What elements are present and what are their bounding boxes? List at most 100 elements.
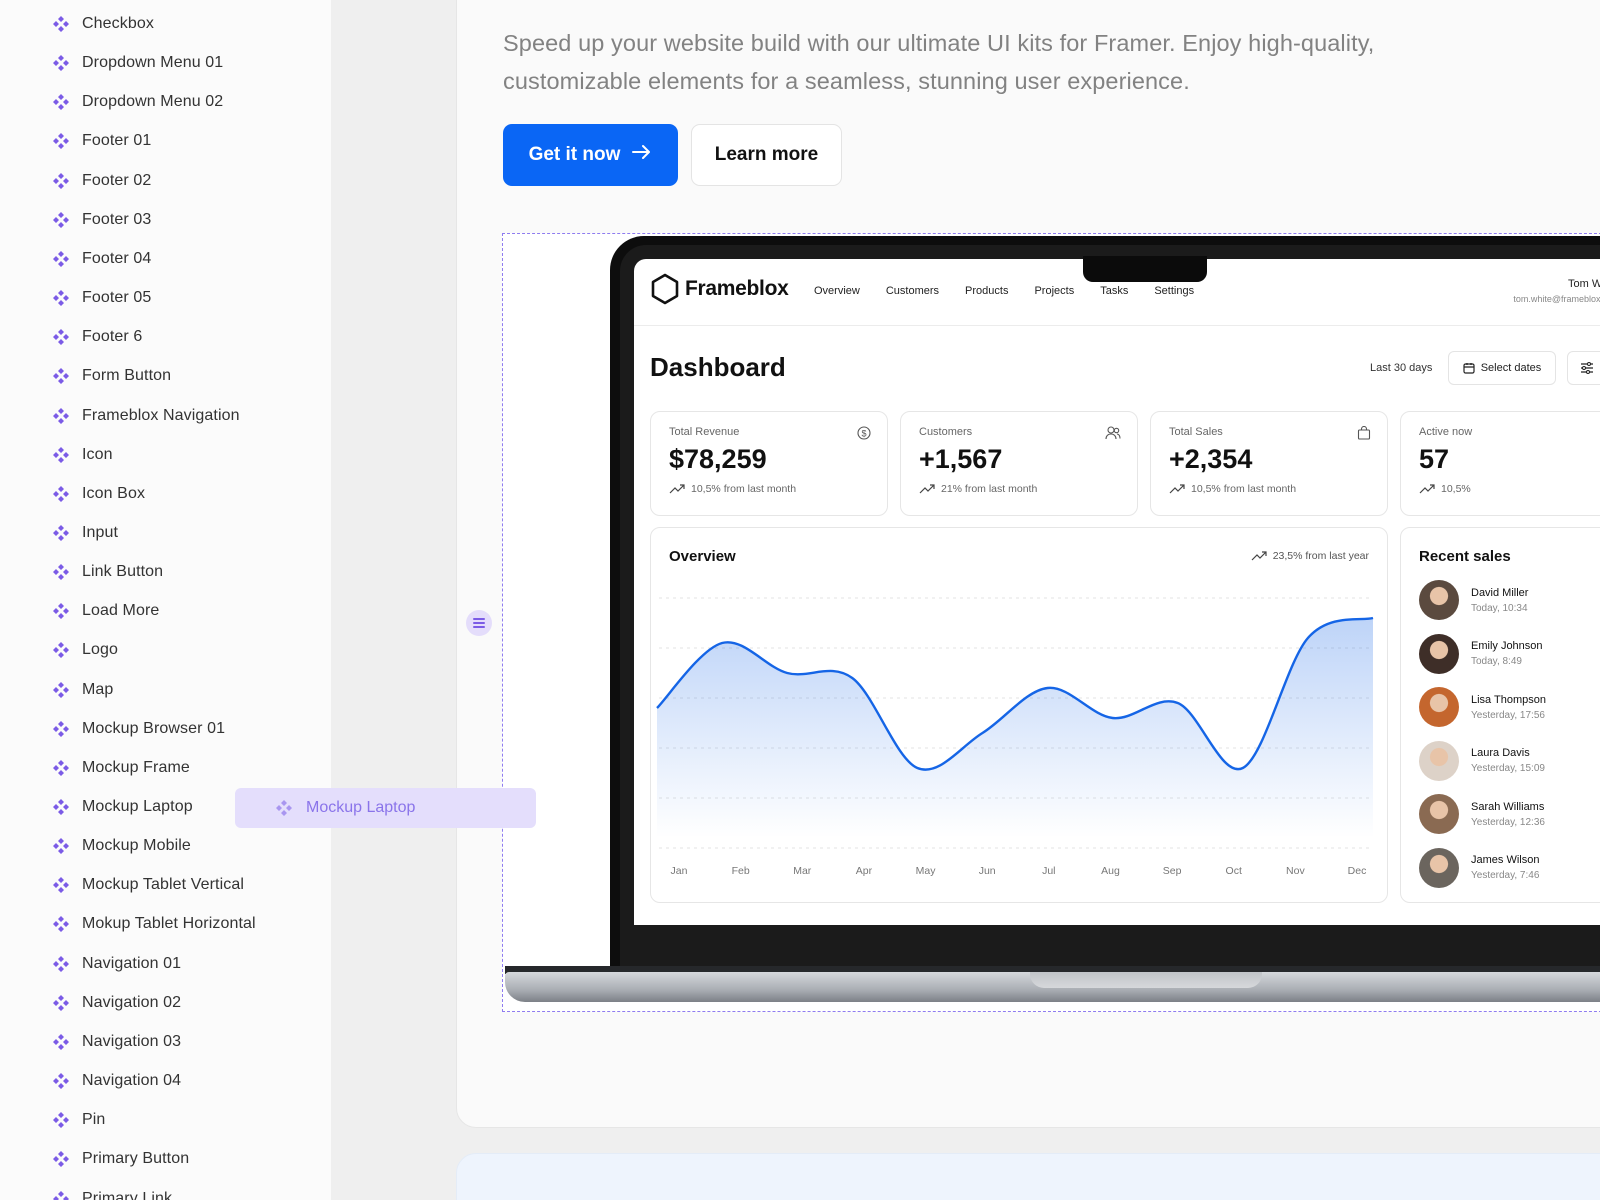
component-diamond-icon xyxy=(53,916,69,933)
sidebar-item[interactable]: Mockup Frame xyxy=(52,753,190,783)
nav-settings[interactable]: Settings xyxy=(1154,285,1195,297)
filter-button[interactable] xyxy=(1567,351,1600,385)
page-title: Dashboard xyxy=(650,352,786,382)
sidebar-item[interactable]: Footer 02 xyxy=(52,166,151,196)
sidebar-item[interactable]: Primary Link xyxy=(52,1184,172,1200)
stat-change-text: 10,5% from last month xyxy=(691,483,797,495)
sidebar-item-label: Navigation 03 xyxy=(82,1032,182,1050)
sale-customer-name: Sarah Williams xyxy=(1471,800,1545,813)
sidebar-item-label: Navigation 04 xyxy=(82,1072,182,1090)
user-info[interactable]: Tom White tom.white@frameblox.com xyxy=(1513,278,1600,304)
learn-more-button[interactable]: Learn more xyxy=(691,124,842,186)
sale-time: Yesterday, 15:09 xyxy=(1471,763,1545,774)
calendar-icon xyxy=(1463,363,1475,374)
sidebar-item[interactable]: Mockup Browser 01 xyxy=(52,714,225,744)
get-it-now-button[interactable]: Get it now xyxy=(503,124,678,186)
sidebar-item[interactable]: Footer 05 xyxy=(52,283,151,313)
data-point-jun xyxy=(980,731,984,735)
sidebar-item-label: Mockup Frame xyxy=(82,758,190,776)
data-point-apr xyxy=(850,676,854,680)
sidebar-item-label: Dropdown Menu 01 xyxy=(82,54,224,72)
sidebar-item[interactable]: Map xyxy=(52,675,113,705)
sidebar-item-label: Navigation 02 xyxy=(82,993,182,1011)
sidebar-item[interactable]: Navigation 02 xyxy=(52,988,181,1018)
stat-label: Total Sales xyxy=(1169,426,1223,438)
sidebar-item[interactable]: Navigation 03 xyxy=(52,1027,181,1057)
sidebar-item[interactable]: Frameblox Navigation xyxy=(52,401,240,431)
trend-up-icon xyxy=(1169,484,1185,494)
nav-projects[interactable]: Projects xyxy=(1034,285,1075,297)
sale-customer-name: David Miller xyxy=(1471,586,1529,599)
sidebar-item[interactable]: Mockup Mobile xyxy=(52,831,191,861)
sidebar-item[interactable]: Mokup Tablet Horizontal xyxy=(52,909,256,939)
sidebar-item[interactable]: Icon xyxy=(52,440,113,470)
x-tick-label: May xyxy=(916,865,937,877)
sidebar-item[interactable]: Footer 6 xyxy=(52,322,142,352)
sale-time: Today, 10:34 xyxy=(1471,602,1528,614)
stat-change-text: 10,5% xyxy=(1441,483,1471,495)
sidebar-item[interactable]: Link Button xyxy=(52,557,163,587)
sidebar-item-label: Checkbox xyxy=(82,15,154,32)
sidebar-item-label: Navigation 01 xyxy=(82,954,182,972)
sale-customer-name: Laura Davis xyxy=(1471,747,1530,759)
sidebar-item[interactable]: Footer 01 xyxy=(52,126,151,156)
drag-ghost-mockup-laptop[interactable]: Mockup Laptop xyxy=(235,788,536,828)
sidebar-item[interactable]: Form Button xyxy=(52,361,171,391)
sidebar-item[interactable]: Logo xyxy=(52,635,118,665)
sidebar-item-label: Mockup Laptop xyxy=(82,798,193,815)
trend-up-icon xyxy=(669,484,685,494)
data-point-nov xyxy=(1306,636,1310,640)
sale-time: Yesterday, 12:36 xyxy=(1471,816,1545,828)
sidebar-item[interactable]: Input xyxy=(52,518,118,548)
sidebar-item-label: Icon Box xyxy=(82,484,146,502)
nav-tasks[interactable]: Tasks xyxy=(1100,285,1129,297)
stat-value: +2,354 xyxy=(1169,444,1253,474)
frameblox-logo[interactable]: Frameblox xyxy=(650,273,789,305)
select-dates-button[interactable]: Select dates xyxy=(1448,351,1556,385)
data-point-jan xyxy=(655,706,659,710)
nav-overview[interactable]: Overview xyxy=(814,285,860,297)
sidebar-item[interactable]: Load More xyxy=(52,596,159,626)
stat-card-active: Active now 57 10,5% xyxy=(1400,411,1600,516)
component-diamond-icon xyxy=(53,329,69,346)
sale-time: Today, 8:49 xyxy=(1471,656,1522,667)
nav-products[interactable]: Products xyxy=(965,285,1009,297)
sidebar-item-label: Pin xyxy=(82,1111,106,1129)
sidebar-item[interactable]: Checkbox xyxy=(52,9,154,39)
sidebar-item[interactable]: Primary Button xyxy=(52,1144,189,1174)
data-point-sep xyxy=(1176,701,1180,705)
sidebar-item[interactable]: Mockup Tablet Vertical xyxy=(52,870,244,900)
sidebar-item-label: Load More xyxy=(82,602,160,620)
component-diamond-icon xyxy=(53,603,69,620)
component-diamond-icon xyxy=(53,172,69,189)
sidebar-item[interactable]: Navigation 01 xyxy=(52,949,181,979)
component-diamond-icon xyxy=(53,55,69,72)
drag-handle-icon[interactable] xyxy=(466,610,492,636)
sidebar-item[interactable]: Footer 03 xyxy=(52,205,151,235)
component-diamond-icon xyxy=(53,759,69,776)
data-point-dec xyxy=(1371,616,1375,620)
sidebar-item[interactable]: Dropdown Menu 02 xyxy=(52,87,223,117)
sidebar-item[interactable]: Icon Box xyxy=(52,479,145,509)
sidebar-item[interactable]: Mockup Laptop xyxy=(52,792,193,822)
canvas-gutter xyxy=(331,0,431,1200)
sidebar-item[interactable]: Navigation 04 xyxy=(52,1066,181,1096)
sidebar-item[interactable]: Pin xyxy=(52,1105,105,1135)
x-tick-label: Aug xyxy=(1101,865,1120,877)
hexagon-logo-icon xyxy=(651,273,679,305)
sidebar-item[interactable]: Dropdown Menu 01 xyxy=(52,48,223,78)
sliders-icon xyxy=(1581,362,1593,374)
sidebar-item-label: Mokup Tablet Horizontal xyxy=(82,915,256,933)
trend-up-icon xyxy=(1251,551,1267,561)
sidebar-item[interactable]: Footer 04 xyxy=(52,244,151,274)
sidebar-item-label: Mockup Browser 01 xyxy=(82,719,226,737)
trend-up-icon xyxy=(1419,484,1435,494)
nav-customers[interactable]: Customers xyxy=(885,285,940,297)
x-tick-label: Jan xyxy=(671,865,688,877)
